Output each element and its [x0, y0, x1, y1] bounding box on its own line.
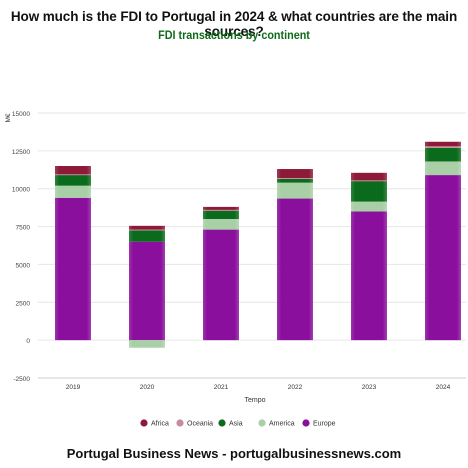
legend-swatch: [258, 419, 266, 427]
x-tick-label: 2021: [214, 384, 229, 391]
x-tick-label: 2020: [140, 384, 155, 391]
bar-america-2019[interactable]: [55, 185, 91, 198]
y-axis-label: M€: [5, 113, 12, 122]
y-tick-label: 7500: [16, 225, 31, 232]
bar-europe-2019[interactable]: [55, 197, 91, 341]
x-tick-label: 2019: [66, 384, 81, 391]
bar-africa-2019[interactable]: [55, 166, 91, 175]
y-tick-label: -2500: [13, 376, 30, 383]
bar-asia-2019[interactable]: [55, 175, 91, 186]
x-axis-label: Tempo: [244, 397, 265, 404]
bar-oceania-2024[interactable]: [425, 146, 461, 148]
x-tick-label: 2024: [436, 384, 451, 391]
bar-africa-2023[interactable]: [351, 172, 387, 181]
chart-subtitle: FDI transactions by continent: [158, 28, 310, 42]
bar-africa-2021[interactable]: [203, 206, 239, 210]
x-tick-label: 2023: [362, 384, 377, 391]
bar-africa-2022[interactable]: [277, 169, 313, 179]
legend-swatch: [302, 419, 310, 427]
chart-title: How much is the FDI to Portugal in 2024 …: [10, 9, 458, 39]
footer-credit: Portugal Business News - portugalbusines…: [66, 446, 402, 461]
legend-label: Europe: [313, 421, 336, 428]
bar-oceania-2020[interactable]: [129, 229, 165, 231]
y-tick-label: 15000: [12, 111, 30, 118]
bar-oceania-2021[interactable]: [203, 209, 239, 211]
bar-asia-2020[interactable]: [129, 230, 165, 242]
bar-asia-2024[interactable]: [425, 147, 461, 162]
bar-oceania-2023[interactable]: [351, 180, 387, 182]
y-tick-label: 12500: [12, 149, 30, 156]
bar-america-2020[interactable]: [129, 340, 165, 348]
bar-oceania-2022[interactable]: [277, 178, 313, 179]
bar-europe-2021[interactable]: [203, 229, 239, 341]
bar-asia-2023[interactable]: [351, 181, 387, 202]
bar-europe-2020[interactable]: [129, 241, 165, 341]
bar-asia-2022[interactable]: [277, 178, 313, 183]
y-tick-label: 10000: [12, 187, 30, 194]
bar-africa-2024[interactable]: [425, 141, 461, 147]
bar-oceania-2019[interactable]: [55, 174, 91, 176]
bar-america-2021[interactable]: [203, 219, 239, 230]
legend-swatch: [176, 419, 184, 427]
legend-label: Africa: [151, 421, 169, 428]
legend-label: America: [269, 421, 295, 428]
bar-africa-2020[interactable]: [129, 225, 165, 230]
bar-asia-2021[interactable]: [203, 210, 239, 219]
bar-europe-2022[interactable]: [277, 198, 313, 341]
legend-label: Asia: [229, 421, 243, 428]
legend-item-asia[interactable]: Asia: [218, 419, 243, 428]
legend-item-oceania[interactable]: Oceania: [176, 419, 213, 428]
y-tick-label: 2500: [16, 300, 31, 307]
legend-item-africa[interactable]: Africa: [140, 419, 169, 428]
bar-europe-2023[interactable]: [351, 211, 387, 341]
bar-america-2023[interactable]: [351, 201, 387, 212]
y-tick-label: 5000: [16, 262, 31, 269]
legend-swatch: [140, 419, 148, 427]
bar-europe-2024[interactable]: [425, 175, 461, 341]
legend-label: Oceania: [187, 421, 213, 428]
bar-america-2022[interactable]: [277, 182, 313, 199]
y-tick-label: 0: [26, 338, 30, 345]
x-tick-label: 2022: [288, 384, 303, 391]
legend-item-america[interactable]: America: [258, 419, 295, 428]
legend-item-europe[interactable]: Europe: [302, 419, 336, 428]
legend-swatch: [218, 419, 226, 427]
bar-america-2024[interactable]: [425, 161, 461, 176]
